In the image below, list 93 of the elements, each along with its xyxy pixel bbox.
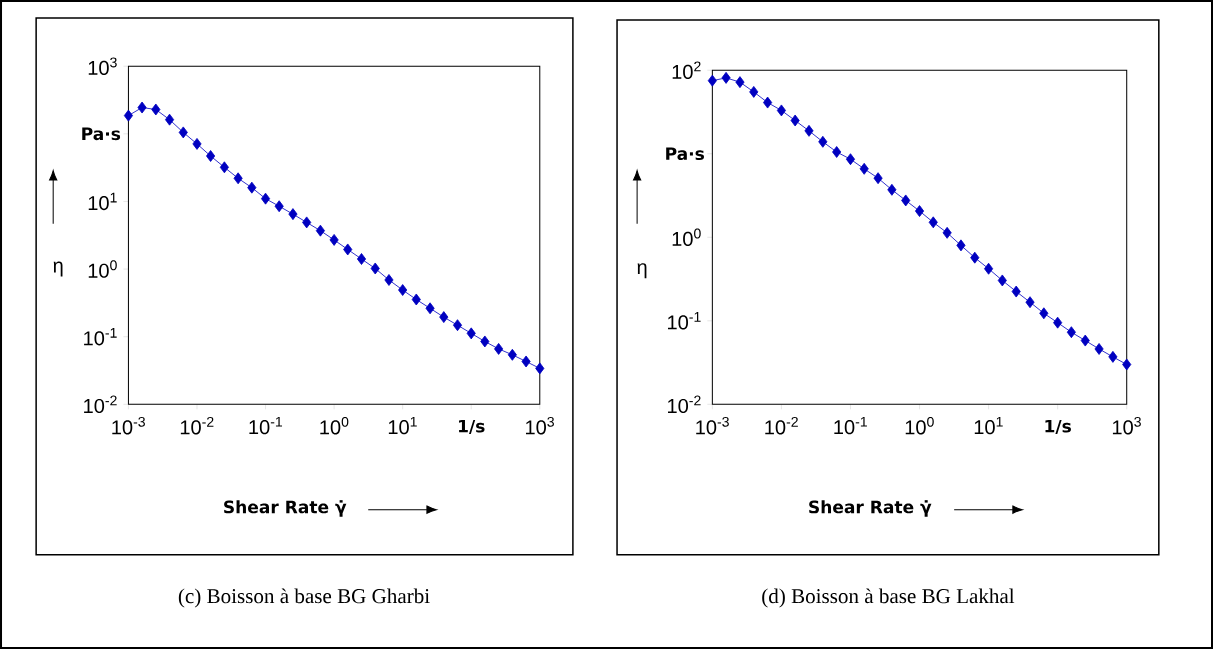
point [915, 205, 925, 217]
point [859, 162, 869, 175]
y-tick-label: 10$^{-1}$ [668, 312, 701, 330]
point [274, 200, 284, 213]
text: Pa·s [666, 147, 705, 161]
y-axis-title: η [53, 261, 63, 277]
x-tick-label: 10$^{-2}$ [765, 416, 798, 435]
point [707, 74, 717, 87]
point [247, 181, 257, 194]
point [535, 362, 545, 375]
point [206, 150, 216, 162]
x-axis-title: Shear Rate γ̇ [224, 500, 347, 517]
text: Pa·s [82, 127, 121, 141]
point [343, 243, 353, 256]
x-tick-label: 10$^{1}$ [388, 416, 417, 435]
point [288, 208, 298, 220]
point [942, 226, 952, 239]
point [315, 224, 325, 237]
point [151, 103, 161, 116]
point [165, 113, 175, 126]
point [261, 192, 271, 205]
point [1066, 326, 1076, 339]
point [466, 327, 476, 340]
point [439, 311, 449, 323]
y-tick-label: 10$^{0}$ [88, 260, 117, 278]
point [984, 262, 994, 275]
y-tick-label: 10$^{1}$ [88, 192, 117, 211]
point [928, 216, 938, 229]
point [901, 194, 911, 207]
point [329, 233, 339, 246]
point [887, 183, 897, 196]
x-tick-label: 10$^{3}$ [525, 416, 554, 435]
point [356, 253, 367, 265]
point [425, 302, 435, 315]
point [721, 71, 731, 84]
point [192, 137, 202, 150]
point [1025, 296, 1035, 309]
point [1094, 342, 1104, 355]
y-tick-label: 10$^{3}$ [88, 57, 117, 75]
point [398, 284, 408, 296]
point [790, 114, 800, 127]
point [1039, 307, 1049, 320]
x-tick-label: 10$^{-3}$ [696, 416, 729, 435]
x-tick-label: 10$^{1}$ [974, 416, 1003, 435]
text: 1/s [1045, 419, 1071, 434]
x-tick-label: 10$^{-2}$ [180, 416, 214, 435]
point [997, 274, 1007, 287]
x-tick-label: 10$^{-1}$ [834, 416, 867, 435]
point [507, 348, 517, 361]
y-tick-label: 10$^{0}$ [672, 228, 701, 246]
y-tick-label: 10$^{-2}$ [668, 395, 701, 414]
x-tick-label: 10$^{-3}$ [112, 416, 145, 435]
point [123, 109, 133, 122]
point [873, 172, 883, 185]
point [818, 135, 828, 148]
x-tick-label: 10$^{0}$ [905, 416, 934, 435]
point [178, 126, 188, 139]
point [521, 355, 531, 368]
x-tick-label: 10$^{3}$ [1112, 416, 1141, 435]
point [804, 124, 814, 137]
point [233, 172, 243, 185]
point [411, 293, 421, 306]
point [452, 319, 463, 332]
point [832, 145, 842, 158]
point [1011, 285, 1021, 298]
x-tick-label: 10$^{-1}$ [249, 416, 283, 435]
point [1122, 358, 1132, 371]
point [384, 273, 394, 286]
point [1108, 350, 1118, 363]
point [480, 335, 490, 348]
point [302, 216, 312, 229]
x-tick-label: 10$^{0}$ [320, 416, 349, 435]
point [370, 262, 380, 275]
point [1080, 334, 1090, 347]
text: (d) Boisson à base BG Lakhal [762, 588, 1015, 608]
point [1053, 316, 1063, 329]
point [956, 239, 966, 252]
text: (c) Boisson à base BG Gharbi [178, 588, 430, 608]
point [137, 101, 147, 114]
point [219, 161, 229, 174]
point [776, 104, 786, 117]
y-tick-label: 10$^{2}$ [672, 61, 701, 79]
y-tick-label: 10$^{-2}$ [84, 395, 117, 414]
point [845, 153, 856, 166]
point [749, 85, 759, 98]
point [970, 251, 980, 264]
y-axis-title: η [637, 263, 647, 279]
text: 1/s [459, 419, 485, 434]
point [494, 342, 504, 355]
point [763, 96, 773, 109]
y-tick-label: 10$^{-1}$ [84, 327, 117, 346]
point [735, 76, 745, 88]
x-axis-title: Shear Rate γ̇ [809, 500, 932, 517]
